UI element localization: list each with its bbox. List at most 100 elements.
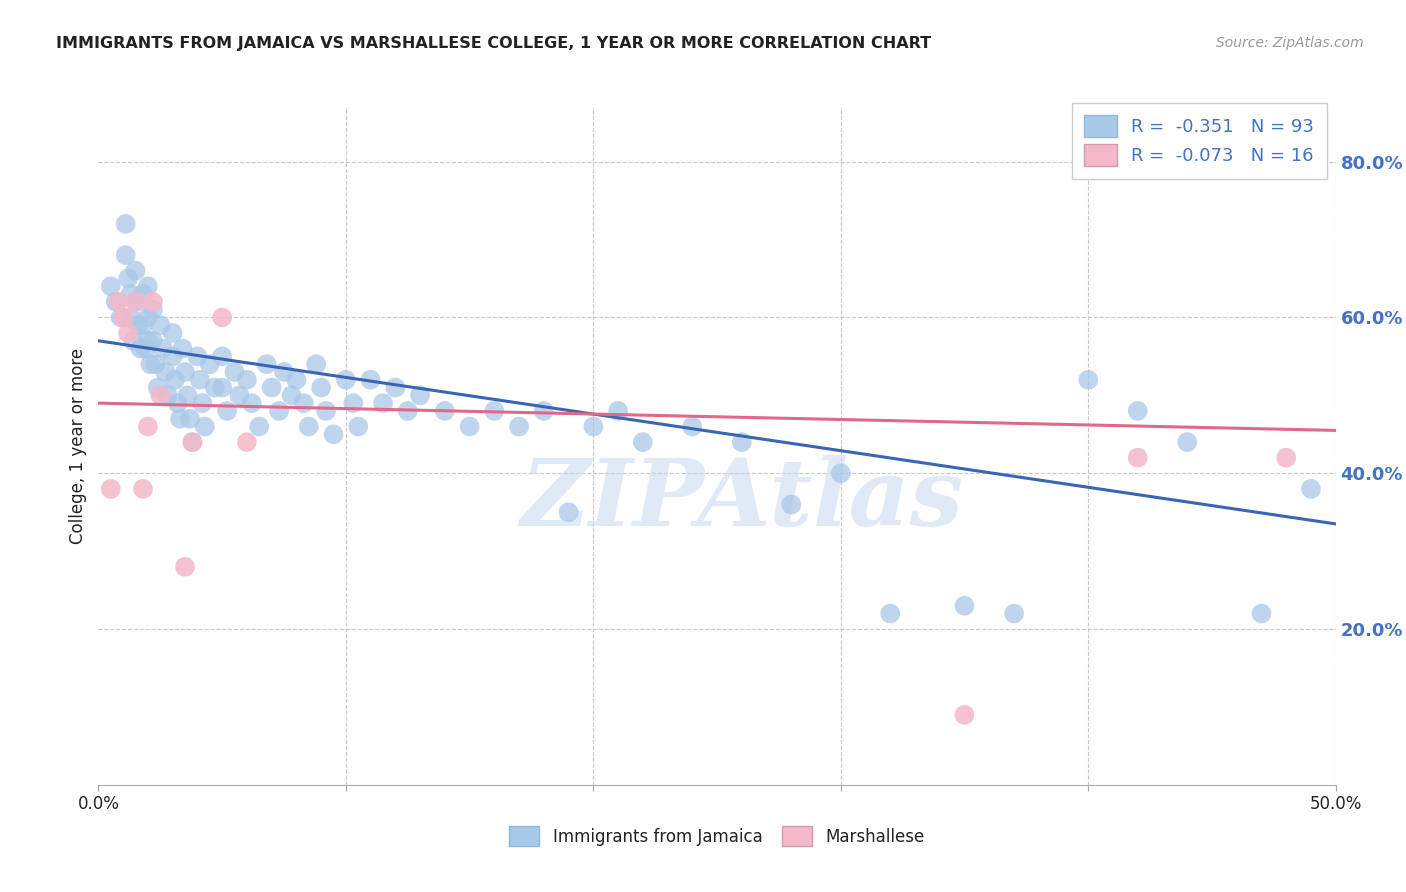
Point — [236, 373, 259, 387]
Point — [298, 419, 321, 434]
Point — [176, 388, 198, 402]
Point — [309, 380, 332, 394]
Point — [169, 411, 191, 425]
Point — [1250, 607, 1272, 621]
Point — [132, 482, 155, 496]
Point — [100, 279, 122, 293]
Point — [104, 294, 127, 309]
Point — [360, 373, 382, 387]
Point — [117, 271, 139, 285]
Point — [107, 294, 129, 309]
Point — [124, 263, 146, 277]
Point — [371, 396, 394, 410]
Point — [335, 373, 357, 387]
Point — [136, 279, 159, 293]
Point — [458, 419, 481, 434]
Point — [1275, 450, 1298, 465]
Point — [198, 357, 221, 371]
Point — [953, 707, 976, 722]
Point — [124, 294, 146, 309]
Point — [280, 388, 302, 402]
Point — [139, 357, 162, 371]
Point — [247, 419, 270, 434]
Text: ZIPAtlas: ZIPAtlas — [520, 455, 963, 545]
Point — [508, 419, 530, 434]
Legend: Immigrants from Jamaica, Marshallese: Immigrants from Jamaica, Marshallese — [501, 818, 934, 855]
Point — [879, 607, 901, 621]
Point — [155, 365, 177, 379]
Point — [114, 217, 136, 231]
Point — [240, 396, 263, 410]
Point — [146, 380, 169, 394]
Point — [830, 467, 852, 481]
Point — [194, 419, 217, 434]
Point — [211, 350, 233, 364]
Point — [191, 396, 214, 410]
Point — [557, 505, 579, 519]
Point — [122, 334, 145, 348]
Point — [1002, 607, 1025, 621]
Point — [136, 310, 159, 325]
Point — [1299, 482, 1322, 496]
Point — [162, 326, 184, 340]
Point — [409, 388, 432, 402]
Point — [204, 380, 226, 394]
Point — [142, 334, 165, 348]
Point — [188, 373, 211, 387]
Point — [186, 350, 208, 364]
Point — [1126, 450, 1149, 465]
Point — [260, 380, 283, 394]
Point — [136, 334, 159, 348]
Point — [292, 396, 315, 410]
Point — [181, 435, 204, 450]
Point — [132, 287, 155, 301]
Point — [322, 427, 344, 442]
Point — [166, 396, 188, 410]
Point — [256, 357, 278, 371]
Point — [285, 373, 308, 387]
Point — [347, 419, 370, 434]
Point — [114, 248, 136, 262]
Point — [124, 294, 146, 309]
Point — [162, 350, 184, 364]
Point — [433, 404, 456, 418]
Point — [181, 435, 204, 450]
Point — [179, 411, 201, 425]
Point — [384, 380, 406, 394]
Point — [132, 318, 155, 333]
Point — [156, 388, 179, 402]
Point — [172, 342, 194, 356]
Point — [631, 435, 654, 450]
Point — [149, 388, 172, 402]
Point — [780, 498, 803, 512]
Point — [165, 373, 187, 387]
Point — [174, 365, 197, 379]
Point — [1077, 373, 1099, 387]
Point — [211, 310, 233, 325]
Y-axis label: College, 1 year or more: College, 1 year or more — [69, 348, 87, 544]
Point — [127, 318, 149, 333]
Point — [117, 326, 139, 340]
Point — [342, 396, 364, 410]
Point — [129, 342, 152, 356]
Point — [582, 419, 605, 434]
Point — [142, 302, 165, 317]
Point — [533, 404, 555, 418]
Point — [228, 388, 250, 402]
Point — [305, 357, 328, 371]
Point — [396, 404, 419, 418]
Point — [484, 404, 506, 418]
Point — [236, 435, 259, 450]
Text: IMMIGRANTS FROM JAMAICA VS MARSHALLESE COLLEGE, 1 YEAR OR MORE CORRELATION CHART: IMMIGRANTS FROM JAMAICA VS MARSHALLESE C… — [56, 36, 931, 51]
Point — [120, 287, 142, 301]
Point — [174, 559, 197, 574]
Text: Source: ZipAtlas.com: Source: ZipAtlas.com — [1216, 36, 1364, 50]
Point — [152, 342, 174, 356]
Point — [953, 599, 976, 613]
Point — [211, 380, 233, 394]
Point — [267, 404, 290, 418]
Point — [149, 318, 172, 333]
Point — [731, 435, 754, 450]
Point — [217, 404, 239, 418]
Point — [143, 357, 166, 371]
